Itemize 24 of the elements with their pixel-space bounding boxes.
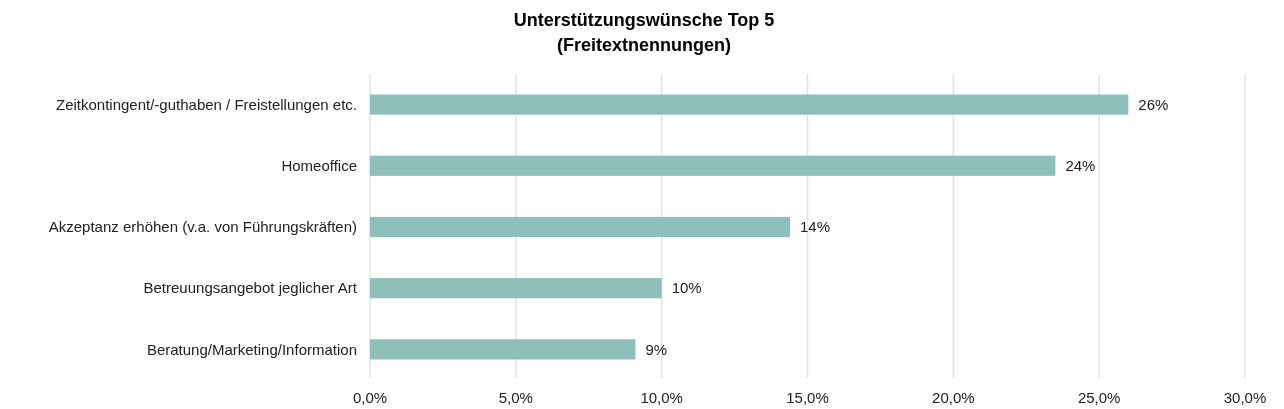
bar: [370, 155, 1056, 176]
y-tick-label: Beratung/Marketing/Information: [146, 340, 357, 358]
x-tick-label: 5,0%: [498, 389, 533, 406]
y-tick-label: Zeitkontingent/-guthaben / Freistellungen etc.: [55, 95, 357, 113]
y-tick-label: Akzeptanz erhöhen (v.a. von Führungskräften): [48, 218, 357, 236]
x-tick-label: 30,0%: [1223, 389, 1267, 406]
bar: [370, 216, 790, 238]
x-tick-label: 20,0%: [932, 389, 975, 406]
x-tick-label: 15,0%: [786, 389, 829, 406]
bar: [370, 278, 662, 299]
x-tick-label: 25,0%: [1077, 389, 1121, 406]
y-tick-label: Betreuungsangebot jeglicher Art: [143, 279, 358, 297]
data-label: 9%: [645, 340, 668, 358]
data-label: 14%: [800, 218, 831, 236]
x-tick-label: 10,0%: [640, 389, 683, 406]
bar: [370, 94, 1129, 115]
data-label: 10%: [671, 279, 702, 297]
chart-subtitle: (Freitextnennungen): [557, 35, 731, 55]
chart-title: Unterstützungswünsche Top 5: [513, 10, 775, 30]
data-label: 26%: [1138, 95, 1169, 113]
data-label: 24%: [1065, 157, 1096, 175]
x-tick-label: 0,0%: [352, 389, 388, 406]
y-tick-label: Homeoffice: [281, 157, 357, 175]
bar: [370, 339, 636, 360]
